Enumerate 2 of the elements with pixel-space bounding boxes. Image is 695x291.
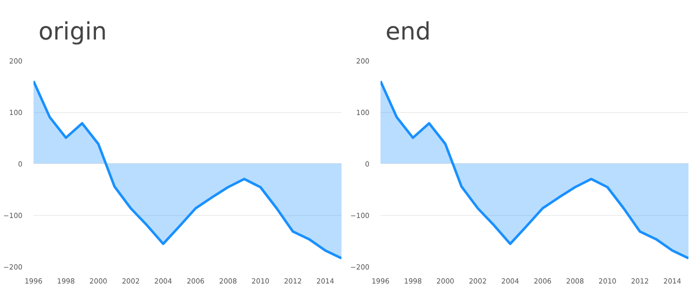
chart-title: origin	[38, 18, 107, 46]
chart-title: end	[386, 18, 431, 46]
